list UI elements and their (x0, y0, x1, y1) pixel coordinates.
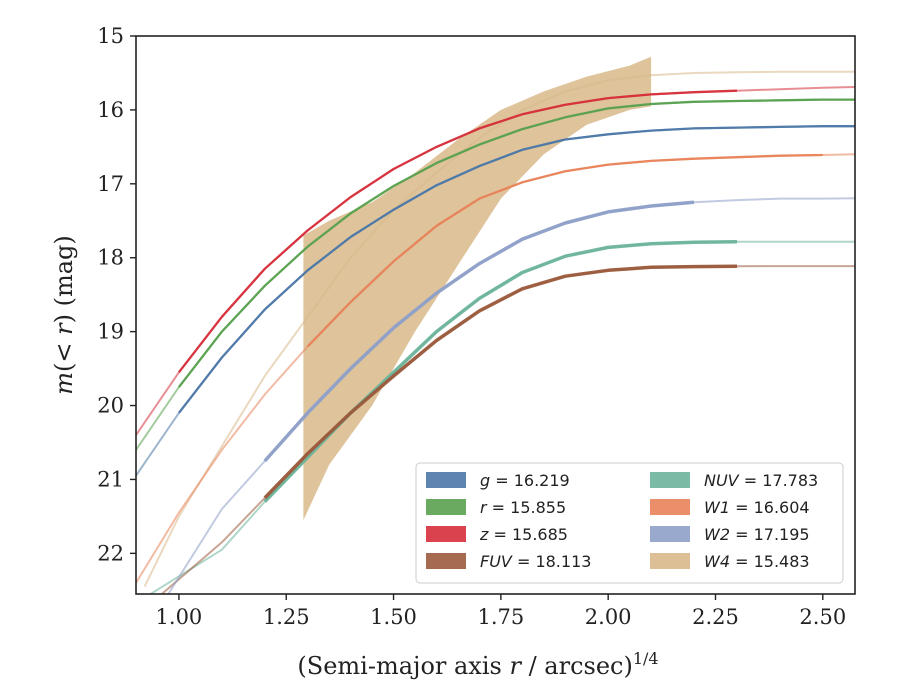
y-tick-label: 22 (97, 541, 124, 565)
legend-swatch-z (426, 526, 466, 542)
x-tick-label: 2.25 (692, 605, 739, 629)
series-layer (136, 70, 855, 594)
legend: g = 16.219 r = 15.855 z = 15.685 FUV = 18.1… (415, 462, 844, 584)
x-axis-label-exponent: 1/4 (633, 649, 659, 668)
legend-swatch-w1 (650, 499, 690, 515)
legend-swatch-w2 (650, 526, 690, 542)
series-line-w4 (143, 70, 855, 588)
x-tick-label: 1.00 (156, 605, 203, 629)
legend-label-fuv: FUV = 18.113 (480, 552, 591, 571)
legend-label-r: r = 15.855 (480, 498, 566, 517)
x-tick-label: 1.25 (263, 605, 310, 629)
x-tick-label: 2.00 (585, 605, 632, 629)
band-layer (303, 56, 652, 521)
legend-label-nuv: NUV = 17.783 (704, 471, 818, 490)
y-tick-label: 20 (97, 394, 124, 418)
legend-frame (415, 462, 844, 584)
y-tick-label: 16 (97, 98, 124, 122)
legend-swatch-g (426, 472, 466, 488)
y-tick-label: 21 (97, 467, 124, 491)
legend-swatch-nuv (650, 472, 690, 488)
y-axis-ticks: 15 16 17 18 19 20 21 22 (97, 24, 136, 565)
legend-label-w1: W1 = 16.604 (704, 498, 810, 517)
y-tick-label: 17 (97, 172, 124, 196)
x-tick-label: 1.50 (370, 605, 417, 629)
w4-uncertainty-band (303, 56, 652, 521)
x-tick-label: 2.50 (799, 605, 846, 629)
series-line-g-core (177, 125, 855, 414)
series-line-w2-core (263, 200, 695, 463)
y-axis-label: m(< r) (mag) (50, 235, 78, 395)
series-line-r-core (177, 98, 855, 388)
series-line-fuv-core (263, 264, 738, 500)
legend-label-z: z = 15.685 (479, 525, 568, 544)
y-tick-label: 15 (97, 24, 124, 48)
legend-label-w4: W4 = 15.483 (704, 552, 810, 571)
x-tick-label: 1.75 (477, 605, 524, 629)
legend-label-g: g = 16.219 (480, 471, 570, 490)
y-tick-label: 18 (97, 246, 124, 270)
legend-label-w2: W2 = 17.195 (704, 525, 810, 544)
y-tick-label: 19 (97, 320, 124, 344)
series-line-z-core (177, 89, 738, 374)
legend-swatch-r (426, 499, 466, 515)
plot-frame (135, 35, 856, 595)
x-axis-ticks: 1.00 1.25 1.50 1.75 2.00 2.25 2.50 (156, 594, 846, 629)
x-axis-label: (Semi-major axis r / arcsec)1/4 (297, 649, 658, 680)
legend-swatch-w4 (650, 553, 690, 569)
x-axis-label-text: (Semi-major axis r / arcsec) (297, 652, 632, 680)
series-line-w1-core (306, 153, 823, 348)
legend-swatch-fuv (426, 553, 466, 569)
